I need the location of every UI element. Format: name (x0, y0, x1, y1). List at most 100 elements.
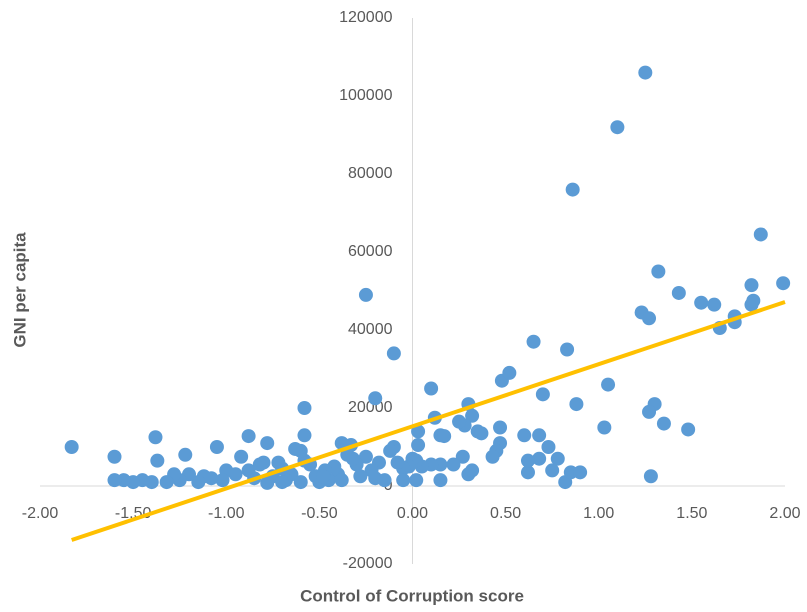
point (345, 451, 360, 466)
point (396, 473, 411, 488)
point (520, 453, 535, 468)
point (651, 264, 666, 279)
point (191, 475, 206, 490)
point (241, 463, 256, 478)
point (334, 473, 349, 488)
point (409, 473, 424, 488)
point (178, 447, 193, 462)
point (358, 449, 373, 464)
point (334, 436, 349, 451)
x-axis-title: Control of Corruption score (300, 586, 524, 605)
point (368, 391, 383, 406)
point (215, 473, 230, 488)
point (517, 428, 532, 443)
point (390, 455, 405, 470)
point (209, 440, 224, 454)
point (474, 426, 489, 441)
y-axis-title: GNI per capita (10, 232, 29, 348)
point (275, 475, 290, 490)
point (610, 120, 625, 135)
point (150, 453, 165, 468)
point (288, 441, 303, 456)
x-tick-label: 1.00 (583, 505, 614, 522)
point (148, 430, 163, 445)
point (465, 408, 480, 423)
point (744, 278, 759, 293)
point (260, 475, 275, 490)
y-tick-label: 20000 (348, 399, 393, 416)
point (642, 311, 657, 326)
point (502, 365, 517, 380)
point (560, 342, 575, 357)
point (377, 473, 392, 488)
point (601, 377, 616, 392)
x-tick-label: 0.00 (397, 505, 428, 522)
point (569, 397, 584, 412)
x-tick-label: 0.50 (490, 505, 521, 522)
point (437, 429, 452, 444)
point (297, 401, 312, 415)
point (681, 422, 696, 437)
point (642, 404, 657, 419)
point (746, 293, 761, 308)
point (107, 449, 122, 464)
point (271, 455, 286, 470)
point (433, 473, 448, 488)
point (776, 276, 791, 291)
point (107, 473, 122, 488)
point (159, 475, 174, 490)
y-tick-label: -20000 (343, 555, 393, 572)
point (520, 465, 535, 480)
point (638, 65, 653, 80)
point (364, 463, 379, 478)
point (252, 457, 267, 472)
point (707, 297, 722, 312)
y-tick-label: 120000 (339, 9, 392, 26)
point (597, 420, 612, 435)
point (455, 449, 470, 464)
y-tick-label: 60000 (348, 243, 393, 260)
y-tick-label: 100000 (339, 87, 392, 104)
point (386, 346, 401, 361)
point (485, 449, 500, 464)
point (411, 438, 426, 453)
point (234, 449, 249, 464)
point (293, 475, 308, 490)
point (260, 436, 275, 451)
x-tick-label: -0.50 (301, 505, 338, 522)
point (241, 429, 256, 444)
y-tick-label: 80000 (348, 165, 393, 182)
point (411, 424, 426, 439)
point (452, 414, 467, 429)
x-tick-label: -1.00 (208, 505, 245, 522)
x-tick-label: 1.50 (676, 505, 707, 522)
point (565, 182, 580, 197)
point (526, 334, 541, 349)
point (532, 451, 547, 466)
point (297, 428, 312, 443)
point (694, 295, 709, 310)
point (550, 451, 565, 466)
point (493, 420, 508, 435)
point (316, 469, 331, 484)
point (353, 469, 368, 484)
point (465, 463, 480, 478)
point (64, 440, 79, 454)
point (424, 381, 439, 396)
point (446, 457, 461, 472)
point (535, 387, 550, 402)
trendline (71, 300, 786, 542)
y-tick-label: 40000 (348, 321, 393, 338)
point (573, 465, 588, 480)
point (753, 227, 768, 242)
point (545, 463, 560, 478)
point (383, 443, 398, 458)
x-tick-label: 2.00 (769, 505, 800, 522)
point (532, 428, 547, 443)
x-tick-label: -2.00 (22, 505, 59, 522)
point (671, 285, 686, 300)
point (643, 469, 658, 484)
point (358, 287, 373, 302)
